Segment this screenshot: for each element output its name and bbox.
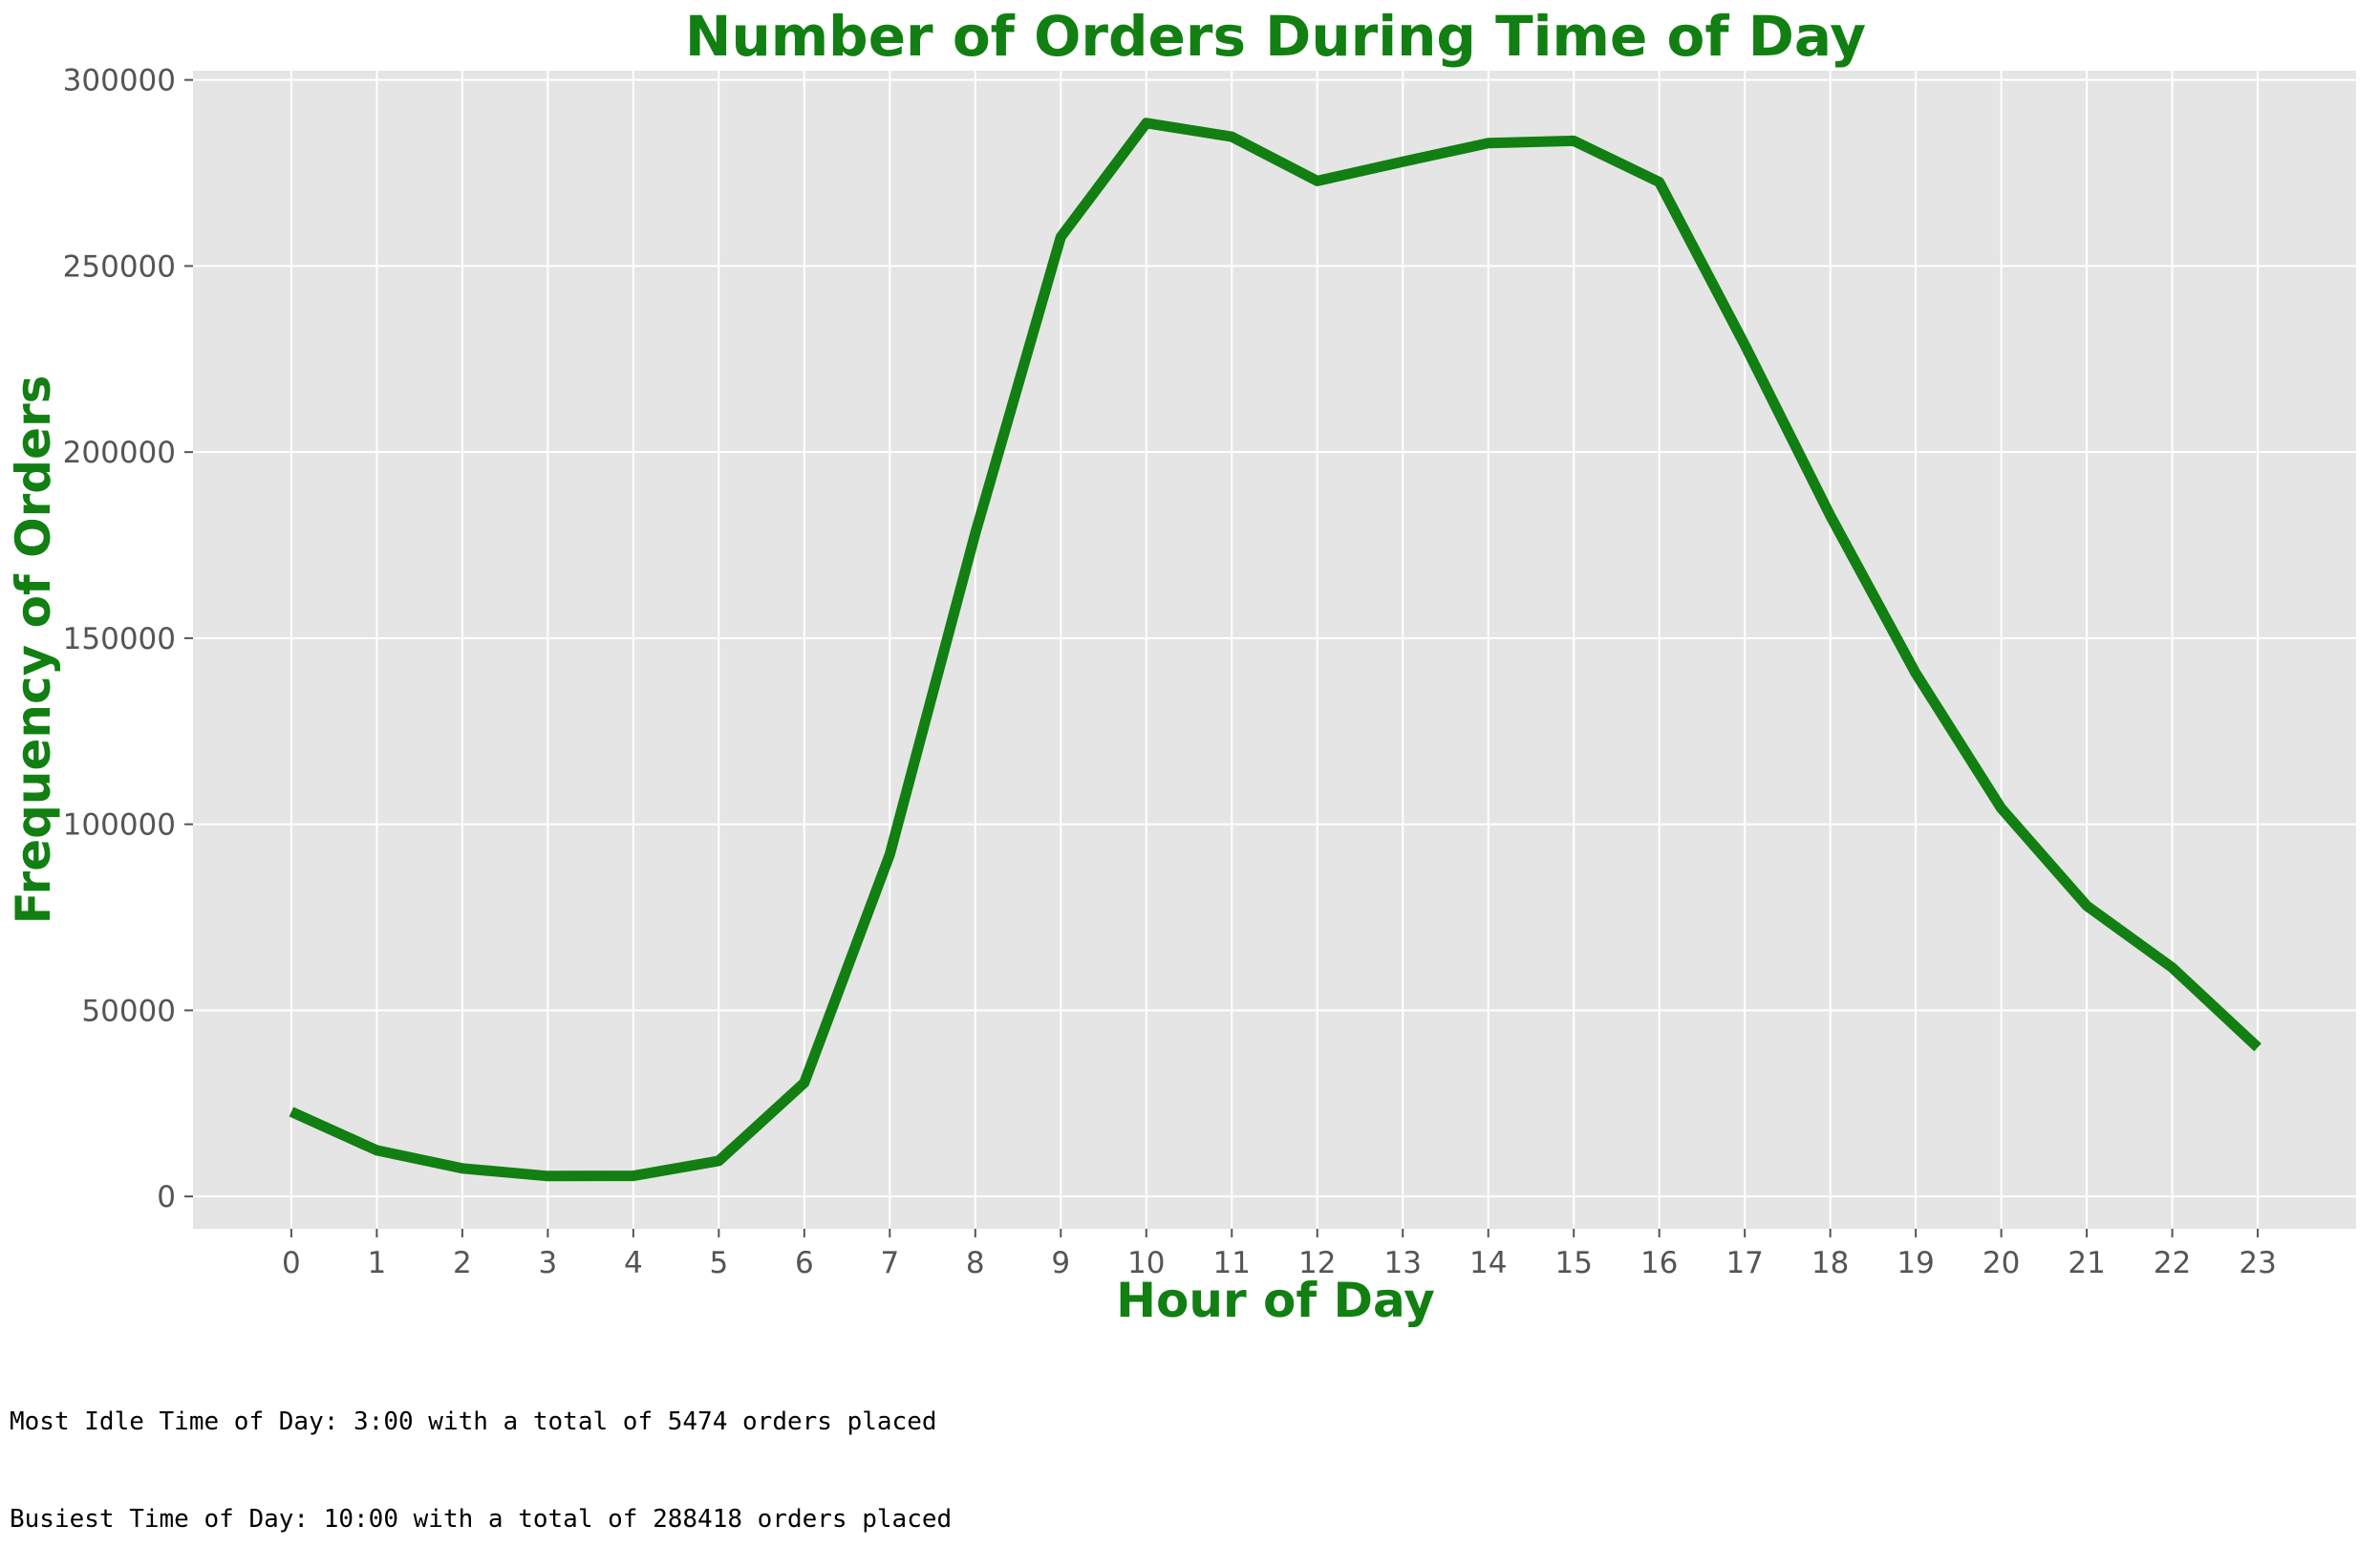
x-tick-label: 21 xyxy=(2068,1246,2105,1280)
y-tick-label: 250000 xyxy=(63,249,176,284)
x-tick-label: 18 xyxy=(1811,1246,1849,1280)
x-tick-label: 10 xyxy=(1127,1246,1165,1280)
x-tick-label: 19 xyxy=(1897,1246,1934,1280)
summary-notes: Most Idle Time of Day: 3:00 with a total… xyxy=(10,1341,952,1568)
chart-title: Number of Orders During Time of Day xyxy=(685,4,1866,69)
x-tick-label: 12 xyxy=(1298,1246,1336,1280)
x-tick-label: 2 xyxy=(453,1246,472,1280)
x-tick-label: 17 xyxy=(1725,1246,1763,1280)
x-tick-label: 4 xyxy=(624,1246,643,1280)
series-line xyxy=(289,118,2261,1182)
grid xyxy=(193,71,2356,1229)
x-tick-label: 23 xyxy=(2239,1246,2276,1280)
x-tick-label: 7 xyxy=(880,1246,899,1280)
x-tick-label: 20 xyxy=(1982,1246,2020,1280)
y-axis-label: Frequency of Orders xyxy=(6,376,61,925)
x-tick-label: 16 xyxy=(1640,1246,1678,1280)
series-layer xyxy=(289,118,2261,1182)
x-tick-label: 5 xyxy=(709,1246,728,1280)
x-tick-label: 0 xyxy=(282,1246,301,1280)
x-tick-label: 1 xyxy=(368,1246,387,1280)
y-tick-label: 0 xyxy=(157,1180,176,1214)
x-tick-label: 15 xyxy=(1554,1246,1592,1280)
x-tick-label: 3 xyxy=(539,1246,558,1280)
x-tick-label: 9 xyxy=(1051,1246,1070,1280)
x-tick-label: 14 xyxy=(1469,1246,1507,1280)
idle-time-note: Most Idle Time of Day: 3:00 with a total… xyxy=(10,1407,937,1436)
y-tick-label: 100000 xyxy=(63,808,176,843)
x-tick-label: 13 xyxy=(1384,1246,1422,1280)
x-tick-label: 8 xyxy=(966,1246,985,1280)
y-tick-label: 150000 xyxy=(63,622,176,656)
y-tick-label: 200000 xyxy=(63,436,176,470)
y-tick-label: 300000 xyxy=(63,64,176,98)
x-axis-label: Hour of Day xyxy=(1116,1273,1435,1328)
x-tick-label: 6 xyxy=(795,1246,814,1280)
busiest-time-note: Busiest Time of Day: 10:00 with a total … xyxy=(10,1505,953,1534)
x-tick-label: 11 xyxy=(1213,1246,1251,1280)
y-tick-label: 50000 xyxy=(81,994,176,1028)
x-tick-label: 22 xyxy=(2154,1246,2191,1280)
plot-area xyxy=(193,71,2356,1229)
